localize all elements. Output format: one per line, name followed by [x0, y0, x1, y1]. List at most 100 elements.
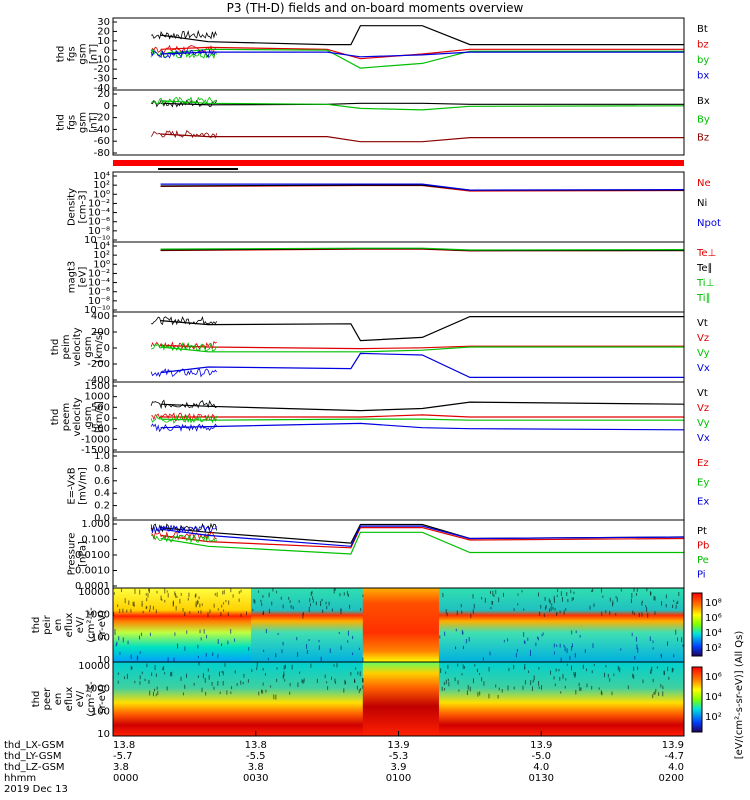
- panel-density-ylabel: Density[cm-3]: [67, 188, 89, 226]
- series-Vx-noise: [150, 423, 218, 433]
- panel-pressure: Pressure[nPa]: [67, 519, 685, 589]
- spectrogram-noise-pixel: [234, 670, 236, 674]
- series-Bz-noise: [150, 129, 218, 139]
- spectrogram-noise-pixel: [492, 590, 494, 596]
- spectrogram-noise-pixel: [292, 606, 294, 610]
- spectrogram-noise-pixel: [334, 588, 336, 591]
- spectrogram-noise-pixel: [633, 674, 635, 679]
- colorbar-ion-tick: 10⁸: [705, 598, 722, 609]
- spectrogram-noise-pixel: [161, 598, 163, 601]
- x-tick-thd_LZ-GSM: 4.0: [533, 762, 549, 773]
- panel-pressure-tick-label: 0.0100: [75, 550, 110, 561]
- series-Vz-peem-velocity: [160, 414, 684, 418]
- series-Vt-peim-velocity: [160, 316, 684, 342]
- spectrogram-noise-pixel: [445, 609, 447, 614]
- series-Vt-peem-velocity: [160, 401, 685, 412]
- ylabel-line: gsm: [78, 43, 89, 64]
- panel-density-tick-label: 10⁻⁴: [88, 208, 110, 219]
- panel-peim-velocity-tick-label: -400: [87, 375, 110, 386]
- spectrogram-noise-pixel: [228, 600, 230, 605]
- spectrogram-noise-pixel: [444, 631, 446, 636]
- series-Pb-pressure: [160, 527, 685, 549]
- panel-peer-eflux-tick-label: 10000: [78, 661, 110, 672]
- panel-peer-eflux-tick-label: 10: [97, 729, 110, 740]
- spectrogram-noise-pixel: [524, 680, 526, 685]
- x-tick-thd_LY-GSM: -5.3: [389, 751, 409, 762]
- spectrogram-noise-pixel: [238, 598, 240, 602]
- spectrogram-noise-pixel: [358, 689, 360, 694]
- ylabel-line: magt3: [67, 261, 78, 294]
- spectrogram-noise-pixel: [218, 671, 220, 677]
- colorbar-electron: [691, 666, 703, 733]
- spectrogram-noise-pixel: [479, 672, 481, 676]
- spectrogram-noise-pixel: [560, 591, 562, 596]
- spectrogram-noise-pixel: [203, 629, 205, 634]
- spectrogram-noise-pixel: [653, 692, 655, 695]
- spectrogram-noise-pixel: [281, 649, 283, 654]
- spectrogram-noise-pixel: [114, 632, 116, 636]
- spectrogram-noise-pixel: [139, 589, 141, 595]
- spectrogram-noise-pixel: [320, 603, 322, 607]
- spectrogram-noise-pixel: [660, 654, 662, 659]
- spectrogram-noise-pixel: [517, 603, 519, 606]
- spectrogram-noise-pixel: [262, 682, 264, 686]
- panel-e-field-frame: [112, 451, 685, 521]
- spectrogram-noise-pixel: [479, 691, 481, 696]
- spectrogram-noise-pixel: [270, 685, 272, 688]
- spectrogram-noise-pixel: [473, 603, 475, 609]
- spectrogram-noise-pixel: [242, 681, 244, 685]
- spectrogram-noise-pixel: [524, 663, 526, 669]
- spectrogram-noise-pixel: [199, 603, 201, 608]
- spectrogram-noise-pixel: [551, 603, 553, 606]
- series-Pi-noise: [150, 524, 218, 535]
- spectrogram-noise-pixel: [306, 644, 308, 649]
- spectrogram-noise-pixel: [113, 611, 115, 616]
- spectrogram-noise-pixel: [602, 595, 604, 598]
- spectrogram-noise-pixel: [357, 671, 359, 675]
- spectrogram-noise-pixel: [539, 611, 541, 616]
- spectrogram-noise-pixel: [565, 678, 567, 681]
- spectrogram-noise-pixel: [256, 662, 258, 667]
- spectrogram-noise-pixel: [315, 601, 317, 606]
- spectrogram-noise-pixel: [517, 593, 519, 596]
- spectrogram-noise-pixel: [356, 685, 358, 690]
- spectrogram-noise-pixel: [652, 640, 654, 644]
- spectrogram-noise-pixel: [179, 598, 181, 604]
- spectrogram-noise-pixel: [223, 609, 225, 612]
- spectrogram-noise-pixel: [552, 606, 554, 610]
- panel-fgs-gsm-ylabel: thdfgsgsm[nT]: [56, 43, 100, 64]
- ylabel-line: (cm²-s-: [86, 607, 97, 643]
- spectrogram-noise-pixel: [164, 599, 166, 603]
- panel-peim-velocity-tick-label: 200: [91, 327, 110, 338]
- ylabel-line: fgs: [67, 46, 78, 61]
- spectrogram-noise-pixel: [533, 675, 535, 681]
- ylabel-line: eflux: [64, 687, 75, 712]
- panel-peir-eflux-tick-label: 10000: [78, 587, 110, 598]
- spectrogram-noise-pixel: [130, 665, 132, 670]
- spectrogram-noise-pixel: [359, 671, 361, 677]
- spectrogram-noise-pixel: [466, 690, 468, 696]
- spectrogram-noise-pixel: [554, 608, 556, 611]
- spectrogram-noise-pixel: [205, 653, 207, 657]
- panel-fgs-gsm-2-tick-label: -40: [94, 124, 110, 135]
- spectrogram-noise-pixel: [217, 681, 219, 686]
- spectrogram-noise-pixel: [481, 677, 483, 682]
- panel-fgs-gsm-tick-label: 0: [104, 45, 110, 56]
- ylabel-line: [mV/m]: [78, 467, 89, 505]
- spectrogram-noise-pixel: [187, 597, 189, 601]
- spectrogram-noise-pixel: [213, 603, 215, 608]
- spectrogram-noise-pixel: [186, 630, 188, 634]
- spectrogram-noise-pixel: [302, 612, 304, 616]
- spectrogram-noise-pixel: [219, 691, 221, 695]
- spectrogram-noise-pixel: [272, 588, 274, 592]
- spectrogram-noise-pixel: [152, 691, 154, 697]
- ylabel-line: [nT]: [89, 112, 100, 132]
- panel-fgs-gsm: thdfgsgsm[nT]: [56, 17, 685, 91]
- spectrogram-noise-pixel: [538, 680, 540, 686]
- spectrogram-noise-pixel: [289, 600, 291, 603]
- spectrogram-noise-pixel: [530, 680, 532, 686]
- spectrogram-noise-pixel: [553, 643, 555, 648]
- legend-pressure-0: Pt: [697, 526, 707, 537]
- spectrogram-noise-pixel: [532, 679, 534, 683]
- spectrogram-noise-pixel: [586, 668, 588, 672]
